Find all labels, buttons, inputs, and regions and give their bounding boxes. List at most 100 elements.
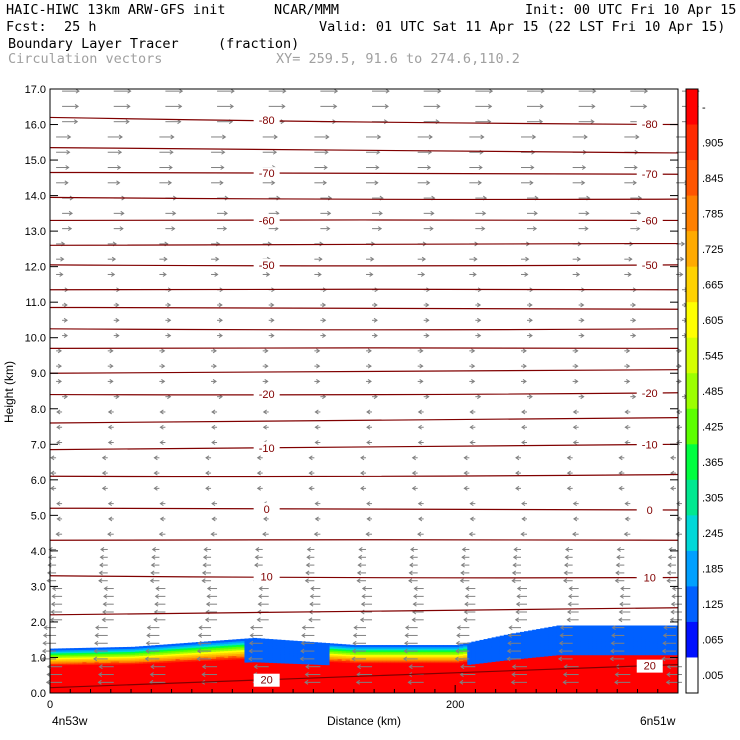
tracer-cell <box>499 687 505 690</box>
tracer-cell <box>536 671 541 675</box>
tracer-cell <box>240 660 245 663</box>
tracer-cell <box>143 666 148 669</box>
tracer-cell <box>515 686 521 690</box>
tracer-cell <box>609 674 614 678</box>
tracer-cell <box>118 689 124 692</box>
tracer-cell <box>426 667 432 670</box>
tracer-cell <box>601 686 606 689</box>
tracer-cell <box>256 661 262 665</box>
tracer-cell <box>463 688 468 691</box>
tracer-cell <box>447 656 452 659</box>
tracer-cell <box>645 679 651 683</box>
tracer-cell <box>418 677 424 680</box>
tracer-cell <box>629 652 634 656</box>
tracer-cell <box>280 682 286 685</box>
tracer-cell <box>337 676 343 679</box>
tracer-cell <box>50 685 55 688</box>
tracer-cell <box>54 651 59 654</box>
vector-head <box>403 648 408 654</box>
tracer-cell <box>353 688 359 691</box>
tracer-cell <box>183 686 189 689</box>
tracer-cell <box>422 661 428 664</box>
vector-head <box>300 640 305 646</box>
tracer-cell <box>536 690 541 694</box>
tracer-cell <box>370 667 375 670</box>
tracer-cell <box>126 669 132 672</box>
tracer-cell <box>483 651 489 654</box>
vector-head <box>661 656 666 662</box>
tracer-cell <box>382 664 387 667</box>
tracer-cell <box>426 656 432 659</box>
vector-head <box>206 586 212 591</box>
tracer-cell <box>625 636 630 640</box>
tracer-cell <box>479 675 485 678</box>
tracer-cell <box>147 678 152 681</box>
vector-head <box>155 586 160 591</box>
tracer-cell <box>503 646 509 649</box>
tracer-cell <box>588 638 594 642</box>
tracer-cell <box>536 646 541 649</box>
tracer-cell <box>467 649 472 652</box>
vector-head <box>464 593 469 599</box>
tracer-cell <box>621 636 626 640</box>
tracer-cell <box>361 651 367 654</box>
tracer-cell <box>143 672 148 675</box>
tracer-cell <box>487 647 493 650</box>
tracer-cell <box>280 641 286 644</box>
tracer-cell <box>507 687 513 690</box>
tracer-cell <box>78 656 83 659</box>
vector-head <box>459 672 464 677</box>
vector-head <box>670 609 675 615</box>
tracer-cell <box>414 678 420 681</box>
tracer-cell <box>151 689 156 692</box>
tracer-cell <box>228 641 233 644</box>
tracer-cell <box>661 665 667 669</box>
tracer-cell <box>203 643 209 646</box>
tracer-cell <box>268 640 274 644</box>
tracer-cell <box>596 629 602 633</box>
tracer-cell <box>110 668 116 671</box>
tracer-cell <box>378 689 383 692</box>
tracer-cell <box>220 675 225 678</box>
tracer-cell <box>203 663 209 667</box>
tracer-cell <box>366 659 371 662</box>
tracer-cell <box>653 672 659 676</box>
tracer-cell <box>309 645 314 648</box>
tracer-cell <box>102 677 108 680</box>
tracer-cell <box>438 645 444 648</box>
tracer-cell <box>410 656 416 659</box>
tracer-cell <box>228 678 233 682</box>
tracer-cell <box>240 644 245 647</box>
tracer-cell <box>556 627 562 631</box>
tracer-cell <box>657 654 663 658</box>
tracer-cell <box>386 651 391 654</box>
tracer-cell <box>641 625 647 629</box>
tracer-cell <box>228 668 233 671</box>
tracer-cell <box>102 674 108 677</box>
tracer-cell <box>118 666 124 670</box>
tracer-cell <box>548 648 553 652</box>
tracer-cell <box>232 675 237 678</box>
tracer-cell <box>167 645 173 648</box>
tracer-cell <box>572 652 578 656</box>
tracer-cell <box>483 667 489 671</box>
tracer-cell <box>617 625 622 629</box>
tracer-cell <box>519 642 525 645</box>
tracer-cell <box>576 652 582 656</box>
tracer-cell <box>297 668 302 671</box>
tracer-cell <box>475 661 480 664</box>
tracer-cell <box>519 676 525 680</box>
tracer-cell <box>289 663 294 666</box>
tracer-cell <box>398 664 403 667</box>
tracer-cell <box>483 640 489 644</box>
tracer-cell <box>536 637 541 641</box>
tracer-cell <box>532 638 537 641</box>
tracer-cell <box>86 682 92 685</box>
tracer-cell <box>102 651 108 655</box>
tracer-cell <box>50 663 55 666</box>
tracer-cell <box>82 688 87 691</box>
tracer-cell <box>62 682 67 685</box>
tracer-cell <box>139 647 144 650</box>
tracer-cell <box>580 643 586 647</box>
vector-head <box>611 625 616 631</box>
